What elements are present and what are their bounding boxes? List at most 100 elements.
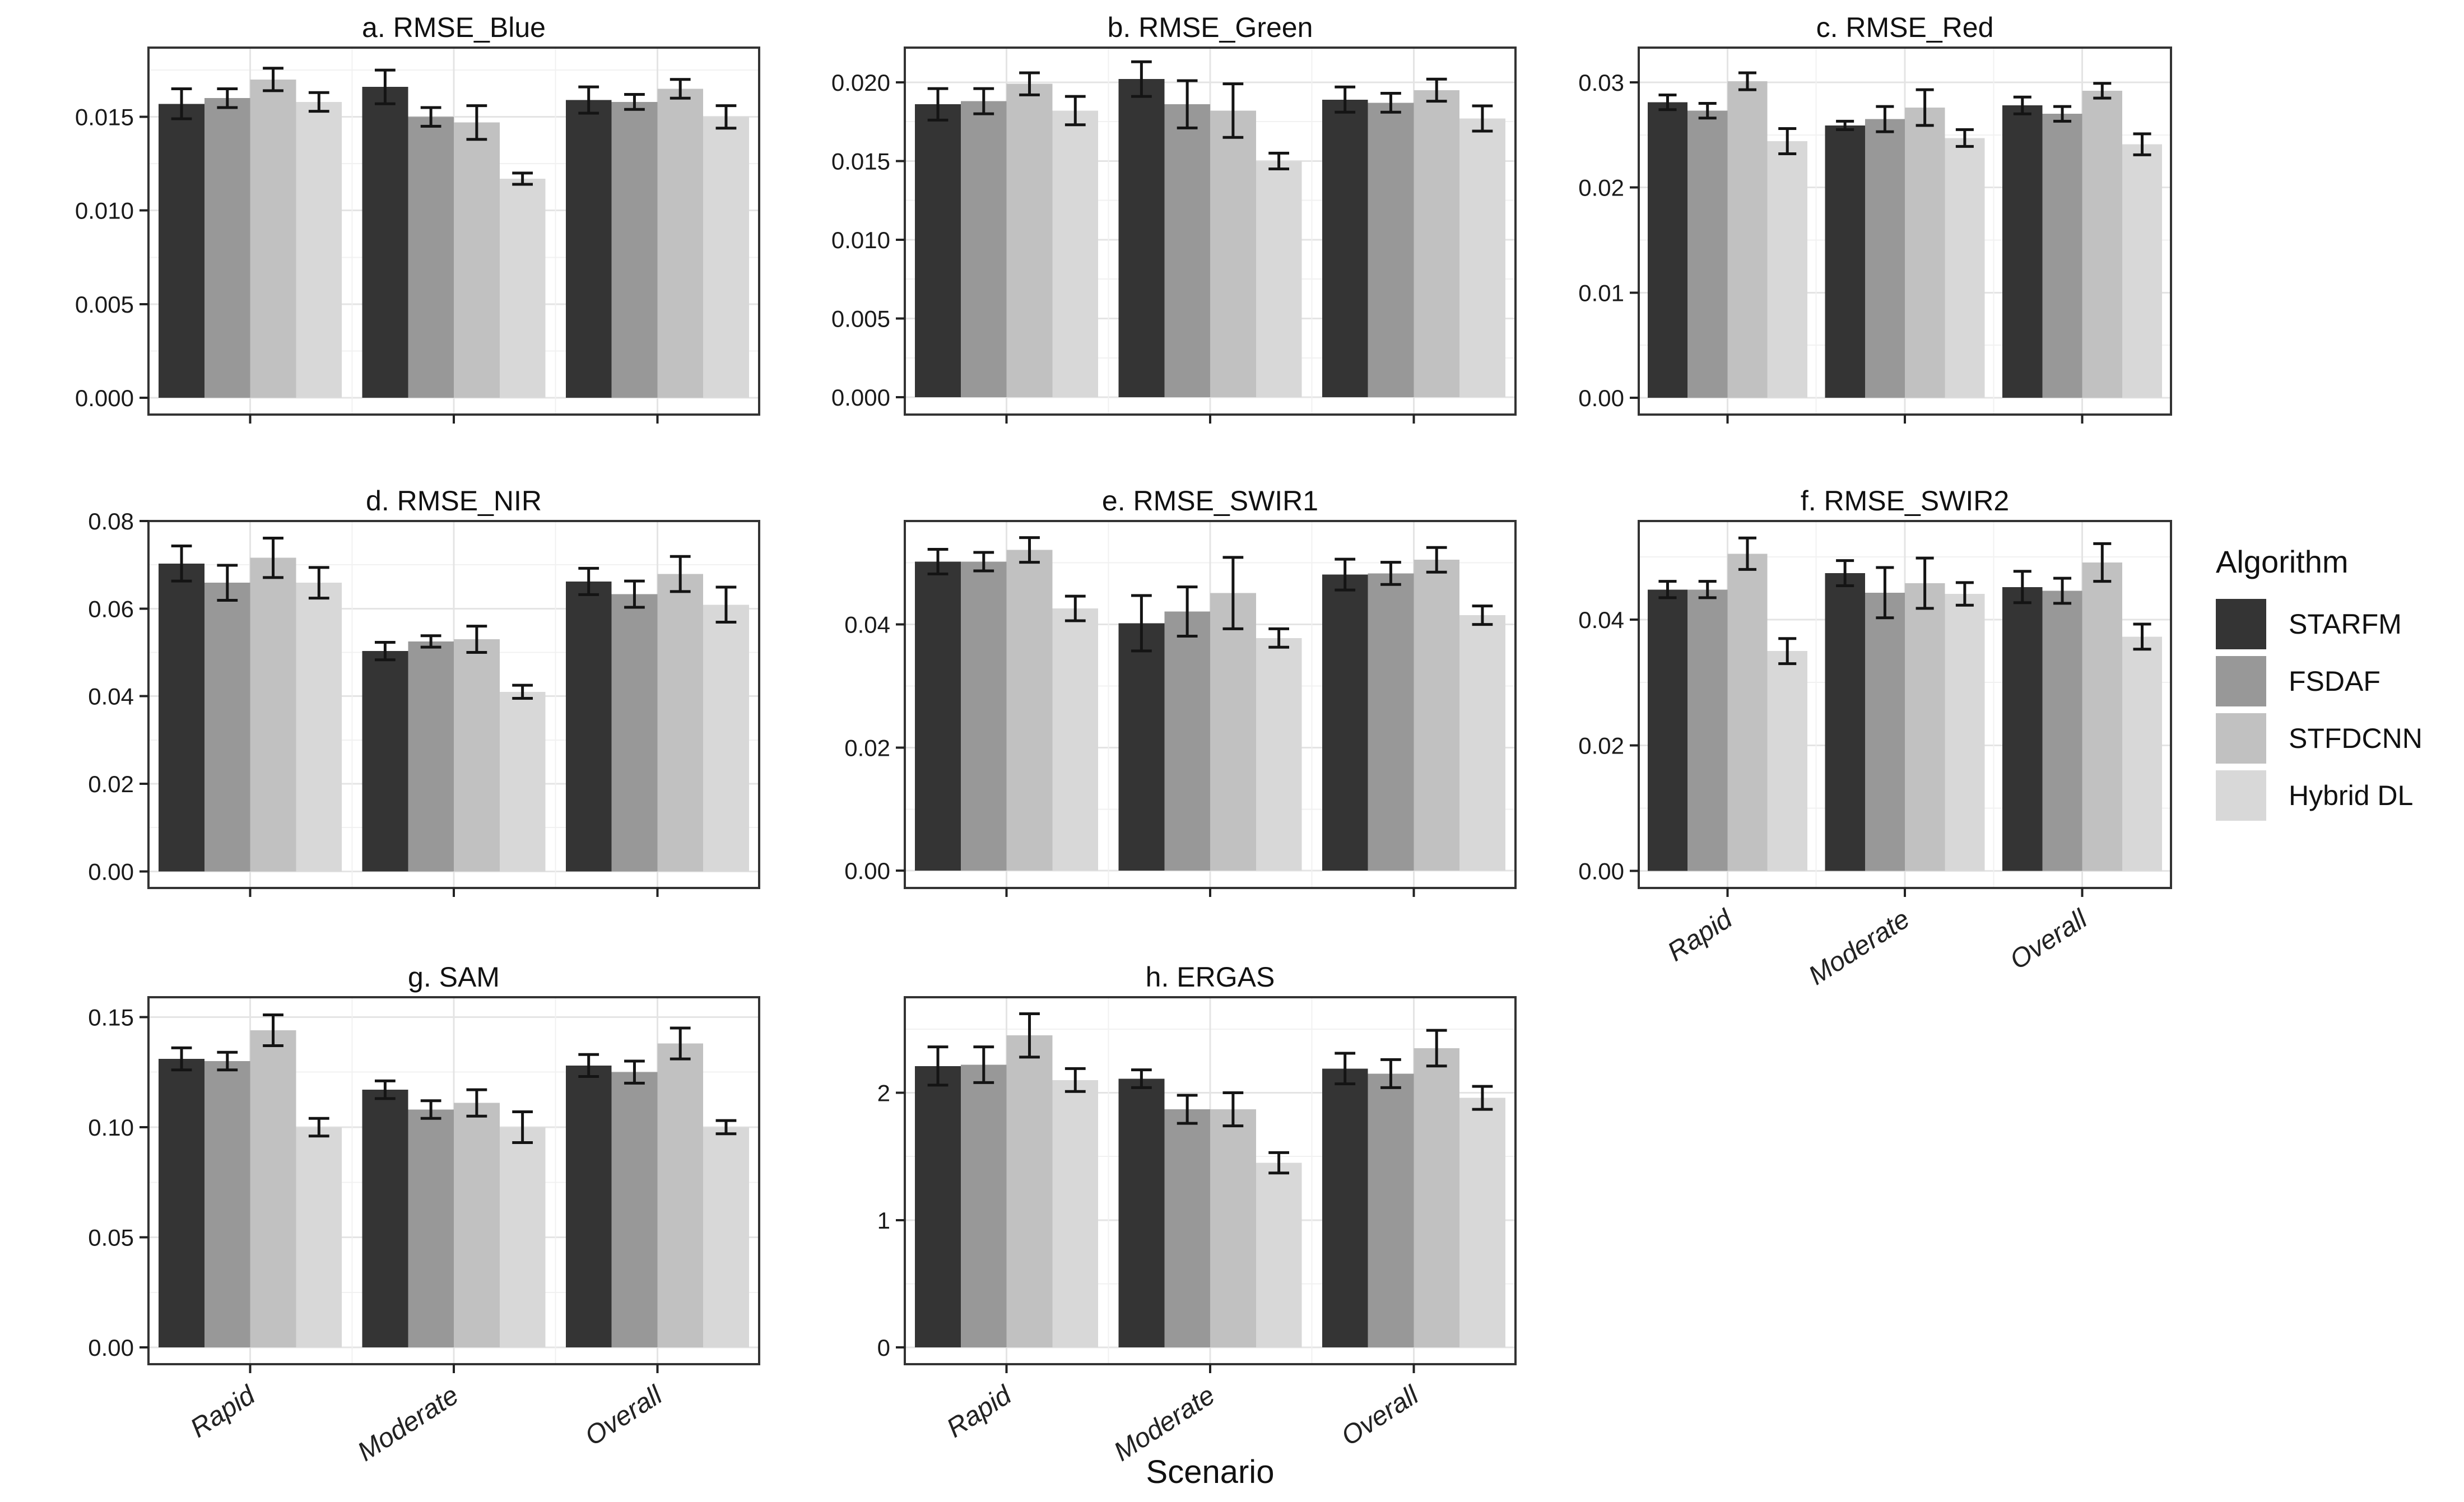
bar-starfm-moderate <box>362 651 408 872</box>
bar-stfdcnn-rapid <box>1727 554 1768 871</box>
y-tick-label: 0.08 <box>88 508 134 534</box>
bar-fsdaf-moderate <box>1164 611 1210 871</box>
bar-hybrid-dl-moderate <box>499 178 546 398</box>
x-tick-label: Moderate <box>1803 904 1915 991</box>
panel-rmse-swir2: 0.00 0.02 0.04 Rapid Moderate Overall f. RMSE_… <box>1541 485 2191 1025</box>
bar-starfm-moderate <box>1825 573 1865 871</box>
bar-stfdcnn-moderate <box>454 639 500 872</box>
bar-stfdcnn-rapid <box>250 79 296 398</box>
bar-stfdcnn-moderate <box>1210 110 1256 398</box>
bar-hybrid-dl-rapid <box>296 583 342 872</box>
bar-starfm-rapid <box>915 104 961 398</box>
y-tick-label: 0.06 <box>88 596 134 622</box>
bar-stfdcnn-moderate <box>454 122 500 398</box>
y-tick-label: 0.015 <box>75 104 134 131</box>
legend-entry-hybrid-dl: Hybrid DL <box>2216 770 2462 821</box>
panel-title: e. RMSE_SWIR1 <box>1102 485 1318 517</box>
panel-sam: 0.00 0.05 0.10 0.15 Rapid Moderate Overall g. S… <box>50 961 779 1501</box>
legend-label-fsdaf: FSDAF <box>2289 666 2381 697</box>
bar-hybrid-dl-moderate <box>1945 138 1985 398</box>
bar-stfdcnn-rapid <box>250 557 296 872</box>
y-tick-label: 0.04 <box>88 683 134 710</box>
y-tick-label: 0.00 <box>844 858 890 884</box>
bar-stfdcnn-overall <box>657 89 704 398</box>
y-tick-label: 0.02 <box>88 771 134 797</box>
bar-hybrid-dl-rapid <box>296 101 342 398</box>
y-tick-label: 0.020 <box>831 69 890 96</box>
bar-starfm-rapid <box>1647 102 1688 398</box>
y-tick-label: 0.04 <box>1578 607 1624 633</box>
panel-rmse-swir1: 0.00 0.02 0.04 e. RMSE_SWIR1 <box>807 485 1535 1025</box>
bar-fsdaf-rapid <box>1687 110 1728 398</box>
y-tick-label: 0.15 <box>88 1004 134 1030</box>
panel-title: h. ERGAS <box>1146 961 1275 993</box>
bar-hybrid-dl-overall <box>1459 1098 1505 1348</box>
bar-fsdaf-overall <box>1368 573 1414 871</box>
y-tick-label: 0.00 <box>88 858 134 885</box>
panel-rmse-green: 0.000 0.005 0.010 0.015 0.020 b. RMSE_Green <box>807 11 1535 552</box>
y-tick-label: 0.005 <box>75 291 134 318</box>
bar-fsdaf-overall <box>2042 114 2082 398</box>
bar-stfdcnn-rapid <box>1727 81 1768 398</box>
y-tick-label: 0.03 <box>1578 69 1624 96</box>
bar-hybrid-dl-overall <box>1459 118 1505 398</box>
panel-title: g. SAM <box>408 961 500 993</box>
bar-fsdaf-rapid <box>204 98 250 398</box>
chart-svg-g: 0.00 0.05 0.10 0.15 Rapid Moderate Overall g. S… <box>88 961 760 1467</box>
bar-hybrid-dl-overall <box>703 117 749 398</box>
bar-fsdaf-rapid <box>1687 589 1728 871</box>
bar-fsdaf-overall <box>1368 103 1414 398</box>
y-tick-label: 0 <box>877 1334 890 1361</box>
x-tick-label: Moderate <box>352 1380 464 1467</box>
chart-svg-d: 0.00 0.02 0.04 0.06 0.08 d. RMSE_NIR <box>88 485 760 897</box>
bar-fsdaf-moderate <box>1865 592 1905 871</box>
bar-stfdcnn-rapid <box>1006 83 1053 398</box>
y-tick-label: 0.010 <box>831 227 890 253</box>
y-tick-label: 0.010 <box>75 198 134 224</box>
bar-hybrid-dl-moderate <box>1256 161 1302 398</box>
chart-svg-a: 0.000 0.005 0.010 0.015 a. RMSE_Blue <box>75 12 760 424</box>
bar-starfm-moderate <box>1825 125 1865 398</box>
legend-swatch-starfm <box>2216 599 2266 649</box>
bar-starfm-rapid <box>915 1066 961 1348</box>
bar-fsdaf-rapid <box>204 1061 250 1348</box>
y-tick-label: 0.02 <box>1578 175 1624 201</box>
bar-fsdaf-moderate <box>408 641 454 872</box>
bar-starfm-rapid <box>915 561 961 871</box>
bar-starfm-overall <box>1322 1068 1368 1348</box>
bar-fsdaf-rapid <box>960 101 1007 398</box>
bar-hybrid-dl-overall <box>2122 144 2163 398</box>
legend-swatch-hybrid-dl <box>2216 770 2266 821</box>
y-tick-label: 0.00 <box>88 1334 134 1361</box>
bar-hybrid-dl-moderate <box>1945 594 1985 871</box>
y-tick-label: 0.015 <box>831 148 890 174</box>
bar-stfdcnn-rapid <box>1006 550 1053 871</box>
legend-entry-starfm: STARFM <box>2216 599 2462 649</box>
legend-entry-stfdcnn: STFDCNN <box>2216 713 2462 764</box>
bar-stfdcnn-overall <box>2082 90 2122 398</box>
legend-entry-fsdaf: FSDAF <box>2216 656 2462 706</box>
bar-hybrid-dl-moderate <box>1256 1162 1302 1348</box>
legend-label-hybrid-dl: Hybrid DL <box>2289 780 2414 811</box>
bar-starfm-overall <box>565 1065 612 1348</box>
chart-svg-c: 0.00 0.01 0.02 0.03 c. RMSE_Red <box>1578 12 2172 424</box>
bar-fsdaf-overall <box>611 1072 658 1348</box>
bar-stfdcnn-rapid <box>250 1030 296 1348</box>
bar-starfm-moderate <box>1118 623 1165 871</box>
bar-starfm-rapid <box>1647 589 1688 871</box>
x-tick-label: Rapid <box>942 1380 1017 1443</box>
bar-starfm-overall <box>565 100 612 398</box>
y-tick-label: 0.02 <box>844 734 890 761</box>
x-tick-label: Overall <box>2005 904 2093 975</box>
bar-fsdaf-moderate <box>1164 104 1210 398</box>
bar-hybrid-dl-moderate <box>1256 638 1302 871</box>
bar-hybrid-dl-overall <box>2122 636 2163 871</box>
panel-title: f. RMSE_SWIR2 <box>1801 485 2009 517</box>
bar-hybrid-dl-rapid <box>1052 110 1099 398</box>
panel-rmse-red: 0.00 0.01 0.02 0.03 c. RMSE_Red <box>1541 11 2191 552</box>
bar-stfdcnn-overall <box>2082 562 2122 871</box>
bar-fsdaf-moderate <box>1164 1109 1210 1348</box>
panel-title: a. RMSE_Blue <box>362 12 546 43</box>
x-tick-label: Rapid <box>1662 904 1738 967</box>
